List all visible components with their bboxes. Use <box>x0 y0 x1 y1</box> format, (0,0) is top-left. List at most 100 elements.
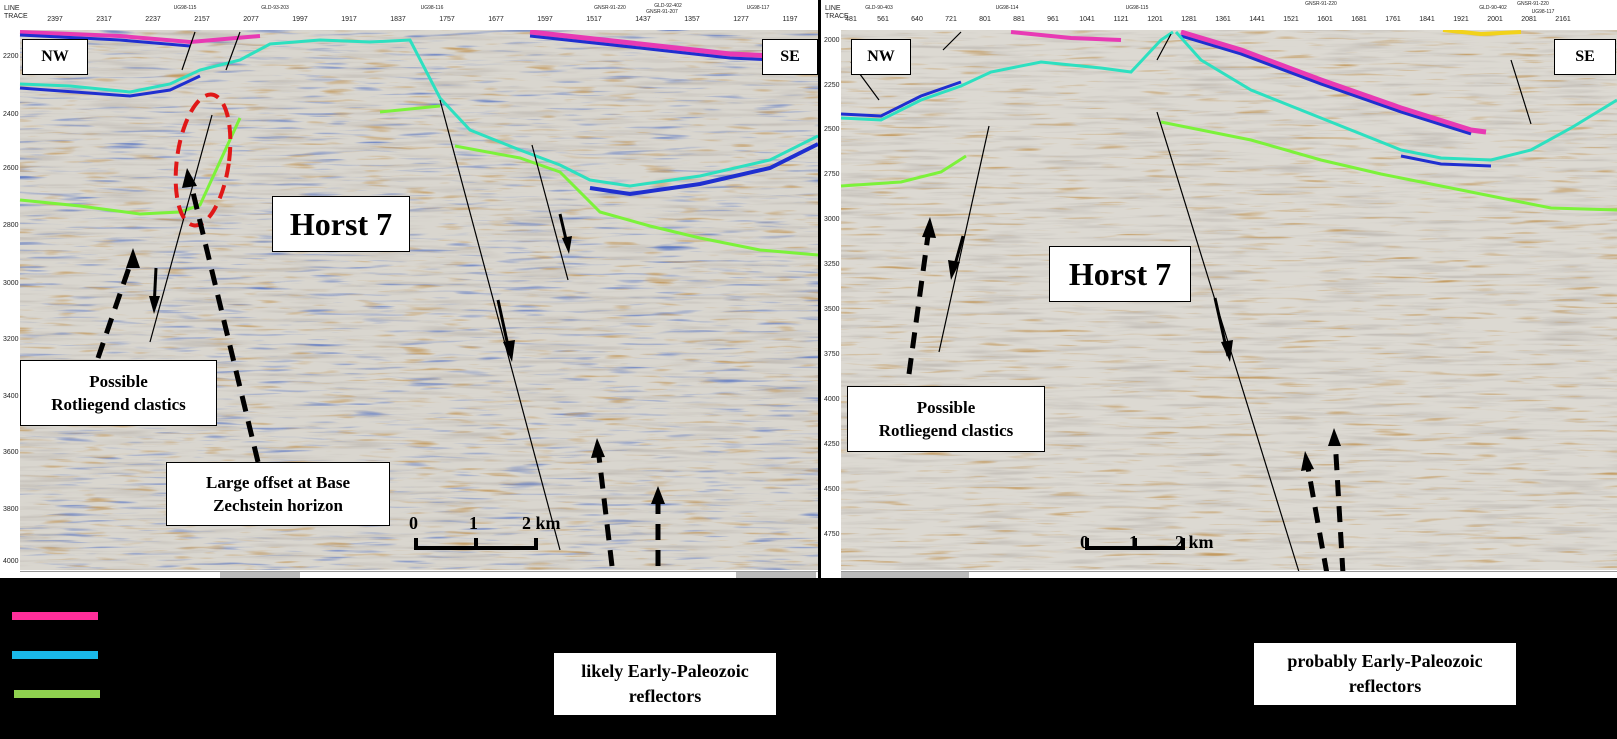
trace-tick: 881 <box>1013 16 1025 23</box>
depth-label: 2800 <box>2 222 20 229</box>
seismic-section-right <box>840 28 1617 575</box>
cyan-horizon-right <box>840 30 1617 162</box>
depth-label: 2000 <box>823 37 841 44</box>
depth-label: 4250 <box>823 441 841 448</box>
depth-label: 3000 <box>2 280 20 287</box>
scrollbar-thumb[interactable] <box>220 572 300 578</box>
depth-label: 3400 <box>2 393 20 400</box>
depth-label: 3600 <box>2 449 20 456</box>
trace-tick: 1757 <box>439 16 455 23</box>
orientation-nw-label: NW <box>851 39 911 75</box>
trace-tick: 481 <box>845 16 857 23</box>
orientation-se-label: SE <box>1554 39 1616 75</box>
trace-tick: 2077 <box>243 16 259 23</box>
trace-tick: 721 <box>945 16 957 23</box>
horst-label: Horst 7 <box>272 196 410 252</box>
clastics-annotation-line1: Possible <box>89 372 148 391</box>
seismic-section-left <box>19 29 818 570</box>
legend-swatch-pink <box>12 612 98 620</box>
scrollbar-thumb[interactable] <box>736 572 816 578</box>
depth-label: 3500 <box>823 306 841 313</box>
trace-tick: 2157 <box>194 16 210 23</box>
trace-tick: 1121 <box>1113 16 1129 23</box>
horizontal-scrollbar-right[interactable] <box>841 571 1617 578</box>
line-tick: UG98-117 <box>1531 9 1555 15</box>
trace-tick: 1281 <box>1181 16 1197 23</box>
line-tick: UG98-117 <box>746 5 770 11</box>
scale-label-2: 2 km <box>522 513 561 533</box>
line-tick: UG98-114 <box>995 5 1019 11</box>
depth-label: 3800 <box>2 506 20 513</box>
offset-highlight-oval <box>173 92 233 228</box>
scale-label-0: 0 <box>409 513 418 533</box>
green-horizon-left <box>19 117 242 216</box>
depth-label: 2400 <box>2 111 20 118</box>
header-trace-label: TRACE <box>825 13 849 20</box>
depth-label: 4000 <box>823 396 841 403</box>
early-paleozoic-note-left-line1: likely Early-Paleozoic <box>581 661 749 681</box>
trace-tick: 1997 <box>292 16 308 23</box>
line-tick: UG98-115 <box>1125 5 1149 11</box>
trace-tick: 1601 <box>1317 16 1333 23</box>
trace-tick: 2397 <box>47 16 63 23</box>
trace-tick: 1521 <box>1283 16 1299 23</box>
trace-tick: 2161 <box>1555 16 1571 23</box>
scale-label-2: 2 km <box>1175 532 1214 552</box>
seismic-panel-right: LINE TRACE 481 561 640 721 801 881 961 1… <box>821 0 1617 578</box>
trace-tick: 1041 <box>1079 16 1095 23</box>
seismic-panel-left: LINE TRACE 2397 2317 2237 2157 2077 1997… <box>0 0 818 578</box>
trace-tick: 961 <box>1047 16 1059 23</box>
depth-label: 2500 <box>823 126 841 133</box>
trace-tick: 1841 <box>1419 16 1435 23</box>
trace-tick: 640 <box>911 16 923 23</box>
trace-tick: 561 <box>877 16 889 23</box>
clastics-annotation: Possible Rotliegend clastics <box>20 360 217 426</box>
trace-tick: 1197 <box>782 16 798 23</box>
trace-tick: 1917 <box>341 16 357 23</box>
depth-label: 3750 <box>823 351 841 358</box>
line-tick: GNSR-91-220 <box>594 5 626 11</box>
trace-tick: 1357 <box>684 16 700 23</box>
trace-tick: 1761 <box>1385 16 1401 23</box>
early-paleozoic-note-right-line1: probably Early-Paleozoic <box>1287 651 1483 671</box>
pink-horizon-left <box>19 30 261 45</box>
depth-label: 2600 <box>2 165 20 172</box>
header-trace-label: TRACE <box>4 13 28 20</box>
green-horizon-right <box>840 154 967 188</box>
line-tick: UG98-116 <box>420 5 444 11</box>
horizontal-scrollbar-left[interactable] <box>20 571 818 578</box>
legend-swatch-cyan <box>12 651 98 659</box>
trace-tick: 2081 <box>1521 16 1537 23</box>
line-tick: GLD-93-203 <box>261 5 289 11</box>
depth-label: 3250 <box>823 261 841 268</box>
trace-tick: 1201 <box>1147 16 1163 23</box>
early-paleozoic-note-right-line2: reflectors <box>1348 676 1422 696</box>
clastics-annotation-line2: Rotliegend clastics <box>51 395 186 414</box>
depth-label: 2750 <box>823 171 841 178</box>
line-tick: UG98-115 <box>173 5 197 11</box>
scale-label-1: 1 <box>1129 532 1138 552</box>
early-paleozoic-note-left: likely Early-Paleozoic reflectors <box>553 652 777 716</box>
line-tick: GNSR-91-220 <box>1517 1 1549 7</box>
depth-label: 3200 <box>2 336 20 343</box>
trace-tick: 2317 <box>96 16 112 23</box>
scrollbar-thumb[interactable] <box>841 572 969 578</box>
horst-label: Horst 7 <box>1049 246 1191 302</box>
depth-label: 4750 <box>823 531 841 538</box>
depth-label: 2250 <box>823 82 841 89</box>
line-tick: GLD-90-402 <box>1479 5 1507 11</box>
legend-swatch-green <box>14 690 100 698</box>
line-tick: GNSR-91-220 <box>1305 1 1337 7</box>
trace-tick: 801 <box>979 16 991 23</box>
clastics-annotation-line1: Possible <box>916 398 976 417</box>
clastics-annotation-line2: Rotliegend clastics <box>878 421 1014 440</box>
depth-label: 4000 <box>2 558 20 565</box>
trace-tick: 1837 <box>390 16 406 23</box>
trace-tick: 1597 <box>537 16 553 23</box>
depth-label: 2200 <box>2 53 20 60</box>
trace-header-right: LINE TRACE 481 561 640 721 801 881 961 1… <box>821 0 1617 30</box>
trace-tick: 2237 <box>145 16 161 23</box>
trace-tick: 2001 <box>1487 16 1503 23</box>
orientation-nw-label: NW <box>22 39 88 75</box>
line-tick: GNSR-91-207 <box>646 9 678 15</box>
